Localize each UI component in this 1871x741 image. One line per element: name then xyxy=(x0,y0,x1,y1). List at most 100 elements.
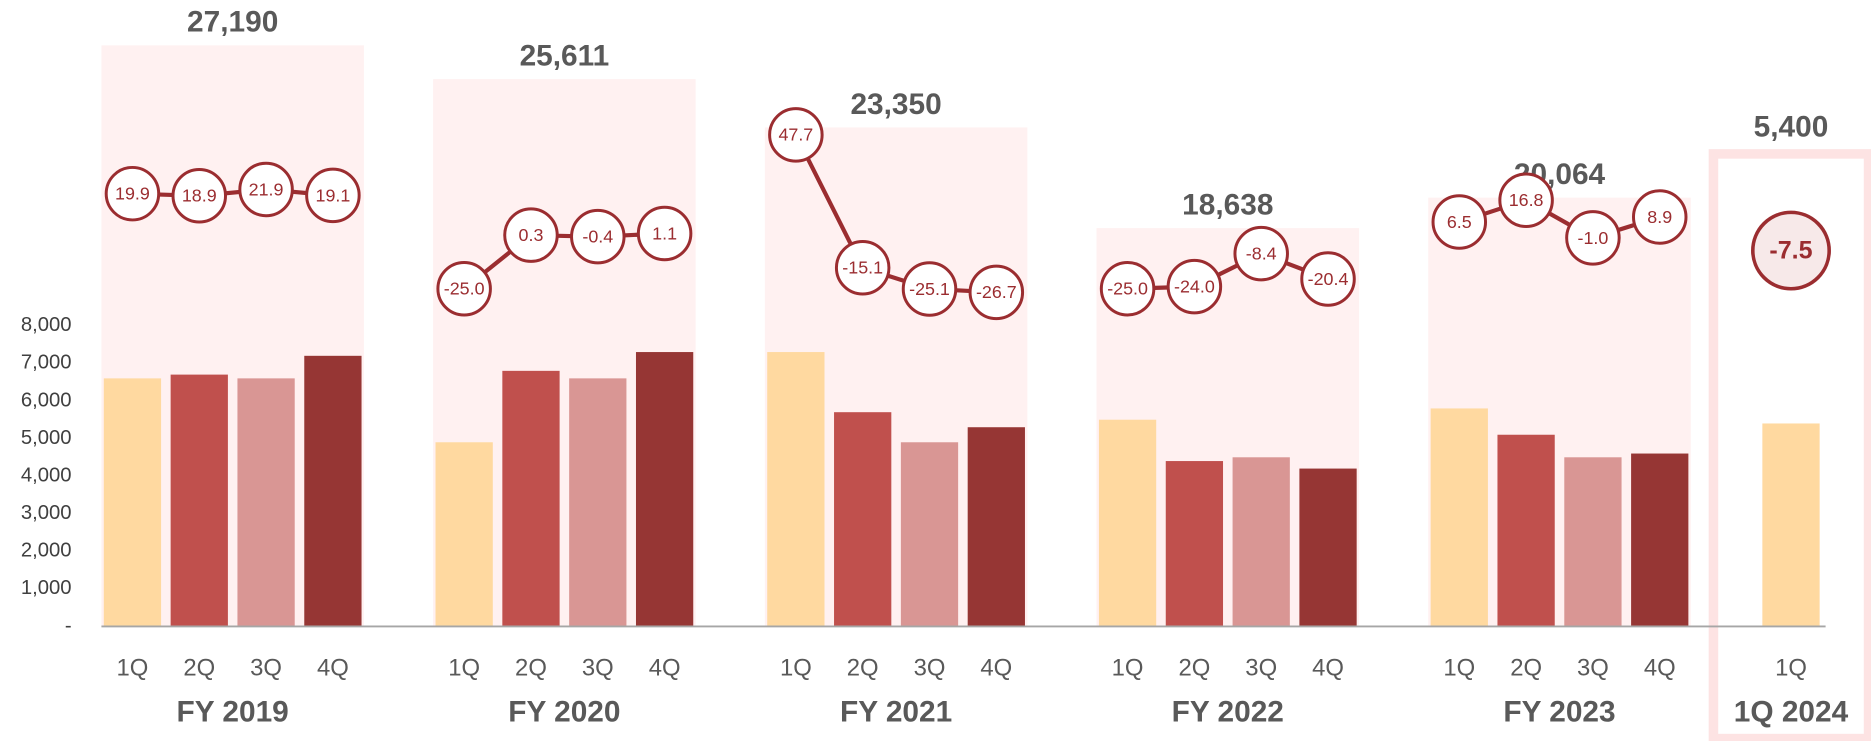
bar xyxy=(1631,453,1689,627)
x-tick-label: 4Q xyxy=(980,655,1012,682)
bar xyxy=(1299,468,1357,627)
growth-marker xyxy=(1631,189,1688,245)
growth-marker xyxy=(104,165,161,222)
growth-marker xyxy=(570,208,626,265)
growth-label: 47.7 xyxy=(778,125,813,145)
growth-marker xyxy=(503,207,559,263)
growth-label: -8.4 xyxy=(1246,244,1277,264)
y-tick-label: 2,000 xyxy=(21,540,72,562)
y-tick-label: 6,000 xyxy=(21,389,72,411)
x-tick-label: 2Q xyxy=(1178,655,1210,682)
bar xyxy=(1430,408,1488,627)
growth-marker xyxy=(834,240,891,296)
x-tick-label: 1Q xyxy=(448,655,480,682)
bar xyxy=(1165,461,1224,627)
x-tick-label: 3Q xyxy=(1245,655,1277,682)
growth-marker xyxy=(636,205,693,262)
growth-marker xyxy=(1166,258,1223,315)
x-tick-label: 1Q xyxy=(780,655,812,682)
bar xyxy=(900,442,959,627)
group-label: FY 2020 xyxy=(508,695,620,728)
growth-label: 19.1 xyxy=(316,185,351,205)
x-tick-label: 3Q xyxy=(250,655,282,682)
y-tick-label: 1,000 xyxy=(21,577,72,599)
growth-marker xyxy=(238,161,294,218)
growth-line xyxy=(1458,197,1661,241)
growth-label: -0.4 xyxy=(582,227,613,247)
x-tick-label: 2Q xyxy=(1510,655,1542,682)
y-tick-label: 4,000 xyxy=(21,464,72,486)
x-tick-label: 1Q xyxy=(1112,655,1144,682)
growth-label: -15.1 xyxy=(842,258,883,278)
growth-label: 19.9 xyxy=(115,184,150,204)
bar xyxy=(767,352,825,627)
growth-label: -25.1 xyxy=(909,279,950,299)
x-tick-label: 3Q xyxy=(1577,655,1609,682)
x-tick-label: 2Q xyxy=(847,655,879,682)
y-tick-label: 8,000 xyxy=(21,314,72,336)
growth-label: 8.9 xyxy=(1647,207,1672,227)
growth-label: -25.0 xyxy=(444,279,485,299)
growth-label: 1.1 xyxy=(652,223,677,243)
bar xyxy=(502,370,560,627)
bar xyxy=(1762,423,1820,627)
x-tick-label: 1Q xyxy=(117,655,149,682)
y-tick-label: - xyxy=(65,615,72,637)
growth-marker xyxy=(968,264,1025,321)
group-label: FY 2023 xyxy=(1503,695,1615,728)
x-tick-label: 4Q xyxy=(317,655,349,682)
growth-label: 18.9 xyxy=(182,186,217,206)
bar xyxy=(1497,434,1555,627)
growth-label: -7.5 xyxy=(1769,236,1812,264)
bar xyxy=(834,412,892,627)
growth-line xyxy=(1127,251,1329,291)
group-total: 25,611 xyxy=(520,39,610,72)
growth-marker xyxy=(768,107,824,163)
growth-marker xyxy=(171,168,228,224)
bar xyxy=(1232,457,1290,627)
group-total: 18,638 xyxy=(1182,189,1273,222)
growth-label: 0.3 xyxy=(519,225,544,245)
group-total: 27,190 xyxy=(187,6,278,39)
highlight-frame xyxy=(1708,149,1871,741)
bar xyxy=(1098,419,1157,627)
growth-marker xyxy=(1498,172,1554,228)
group-label: FY 2021 xyxy=(840,695,952,728)
bar xyxy=(635,352,694,627)
x-tick-label: 3Q xyxy=(914,655,946,682)
x-tick-label: 4Q xyxy=(1312,655,1344,682)
x-tick-label: 4Q xyxy=(649,655,681,682)
bar xyxy=(967,427,1025,627)
group-total: 5,400 xyxy=(1754,111,1829,144)
growth-label: 6.5 xyxy=(1447,212,1472,232)
group-label: FY 2019 xyxy=(177,695,289,728)
growth-line xyxy=(462,231,665,291)
bar xyxy=(103,378,162,627)
growth-marker xyxy=(901,261,958,317)
growth-label: -25.0 xyxy=(1107,279,1148,299)
growth-label: 16.8 xyxy=(1509,190,1544,210)
x-tick-label: 2Q xyxy=(183,655,215,682)
bar xyxy=(170,374,228,627)
x-tick-label: 3Q xyxy=(582,655,614,682)
growth-marker xyxy=(1751,210,1831,291)
x-tick-label: 4Q xyxy=(1644,655,1676,682)
y-tick-label: 7,000 xyxy=(21,352,72,374)
bar xyxy=(569,378,627,627)
bar xyxy=(237,378,295,627)
bar xyxy=(435,442,493,627)
growth-marker xyxy=(1300,251,1356,307)
group-total: 23,350 xyxy=(850,88,941,121)
y-tick-label: 3,000 xyxy=(21,502,72,524)
bar xyxy=(304,355,362,627)
growth-label: 21.9 xyxy=(249,179,284,199)
y-tick-label: 5,000 xyxy=(21,427,72,449)
x-tick-label: 1Q xyxy=(1443,655,1475,682)
growth-marker xyxy=(1233,225,1289,282)
growth-label: -1.0 xyxy=(1578,228,1609,248)
growth-marker xyxy=(1565,210,1621,266)
growth-label: -26.7 xyxy=(976,282,1017,302)
growth-marker xyxy=(305,167,361,224)
